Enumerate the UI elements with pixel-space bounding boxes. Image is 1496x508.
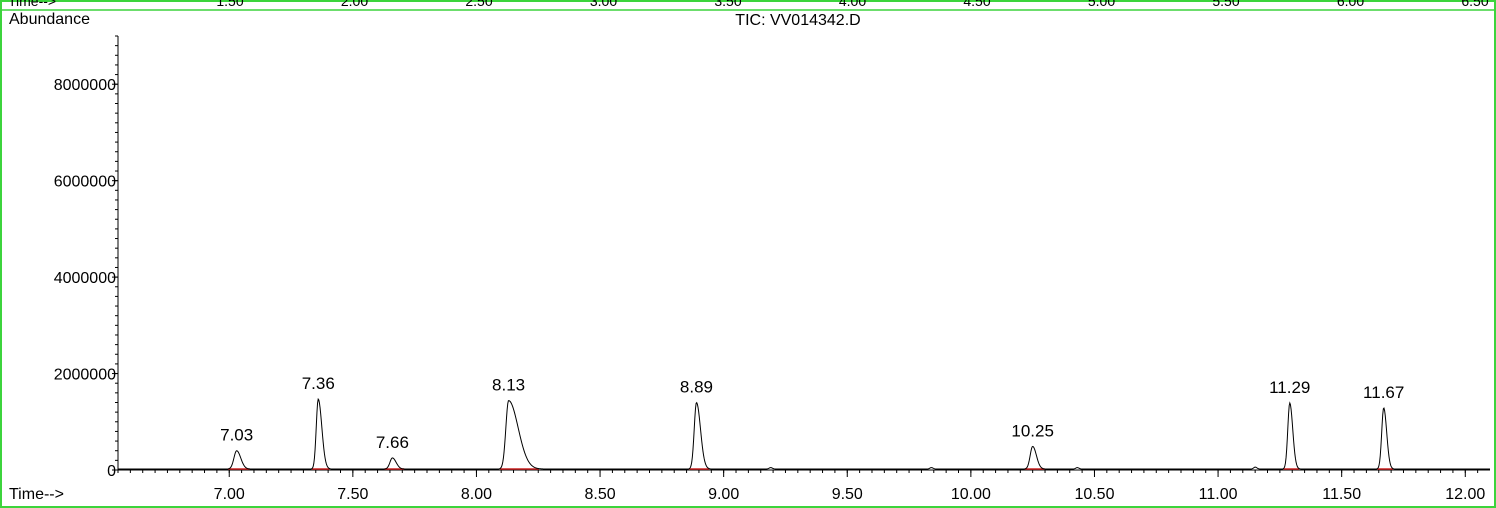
y-tick-label: 0 (107, 463, 116, 480)
header-strip-tick-label: 4.00 (839, 0, 866, 9)
x-tick-label: 9.00 (708, 486, 739, 503)
x-tick-label: 10.50 (1074, 486, 1114, 503)
header-strip-tick-label: 3.50 (714, 0, 741, 9)
x-tick-label: 11.00 (1199, 486, 1238, 503)
y-ticks: 0 2000000 4000000 6000000 8000000 (54, 35, 118, 480)
header-strip-tick-label: 3.00 (590, 0, 617, 9)
header-strip-tick-label: 4.50 (963, 0, 990, 9)
x-tick-label: 10.00 (951, 486, 991, 503)
x-tick-label: 8.50 (584, 486, 615, 503)
header-strip-tick-label: 2.50 (465, 0, 492, 9)
y-tick-label: 8000000 (54, 77, 116, 94)
header-strip-tick-label: 5.50 (1212, 0, 1239, 9)
peak-labels: 7.03 7.36 7.66 8.13 8.89 10.25 11.29 11.67 (220, 374, 1404, 452)
header-strip: Time--> 1.50 2.00 2.50 3.00 3.50 4.00 4.50 5.00… (8, 0, 1489, 9)
y-tick-label: 6000000 (54, 174, 116, 191)
y-tick-label: 2000000 (54, 367, 116, 384)
x-ticks: 7.00 7.50 8.00 8.50 9.00 9.50 10.00 10.50 11.00 1… (117, 470, 1485, 503)
peak-label: 7.36 (302, 374, 335, 393)
peak-label: 11.29 (1269, 378, 1310, 397)
peak-label: 11.67 (1363, 383, 1404, 402)
x-tick-label: 8.00 (461, 486, 492, 503)
header-strip-tick-label: 5.00 (1088, 0, 1115, 9)
x-tick-label: 9.50 (832, 486, 863, 503)
y-tick-label: 4000000 (54, 270, 116, 287)
x-tick-label: 7.00 (214, 486, 245, 503)
peak-label: 7.03 (220, 426, 253, 445)
header-strip-tick-label: 2.00 (341, 0, 368, 9)
header-strip-tick-label: 1.50 (216, 0, 243, 9)
peak-label: 8.13 (492, 376, 525, 395)
peak-label: 7.66 (376, 433, 409, 452)
header-strip-tick-label: 6.00 (1337, 0, 1364, 9)
tic-trace (118, 397, 1490, 470)
y-axis-label: Abundance (9, 11, 90, 28)
x-tick-label: 11.50 (1322, 486, 1361, 503)
x-tick-label: 12.00 (1445, 486, 1485, 503)
x-axis-label: Time--> (9, 486, 64, 503)
axes (117, 36, 1490, 471)
header-strip-label: Time--> (8, 0, 56, 9)
x-tick-label: 7.50 (337, 486, 368, 503)
header-strip-tick-label: 6.50 (1461, 0, 1488, 9)
chart-title: TIC: VV014342.D (735, 12, 860, 29)
peak-label: 10.25 (1011, 421, 1054, 440)
peak-label: 8.89 (680, 377, 713, 396)
